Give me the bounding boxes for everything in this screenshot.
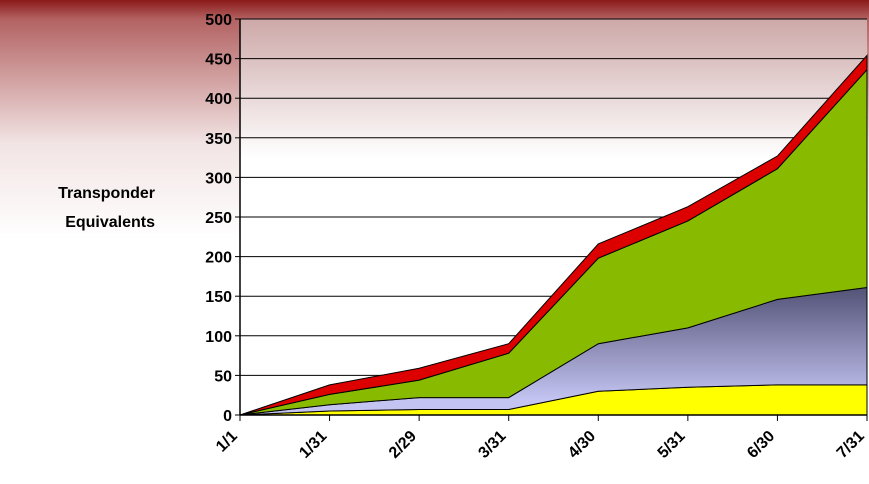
y-tick-label: 250 [205,210,232,227]
y-tick-label: 350 [205,131,232,148]
y-tick-labels: 0 50 100 150 200 250 300 350 400 450 500 [205,12,240,425]
y-tick-label: 200 [205,250,232,267]
y-tick-label: 0 [223,408,232,425]
y-axis-label-line-2: Equivalents [65,214,155,231]
y-axis-label-line-1: Transponder [58,185,155,202]
y-tick-label: 150 [205,289,232,306]
area-series-4 [239,54,868,416]
y-tick-label: 100 [205,329,232,346]
y-tick-label: 400 [205,91,232,108]
y-tick-label: 300 [205,170,232,187]
y-tick-label: 450 [205,52,232,69]
y-tick-label: 500 [205,12,232,29]
y-tick-label: 50 [214,368,232,385]
